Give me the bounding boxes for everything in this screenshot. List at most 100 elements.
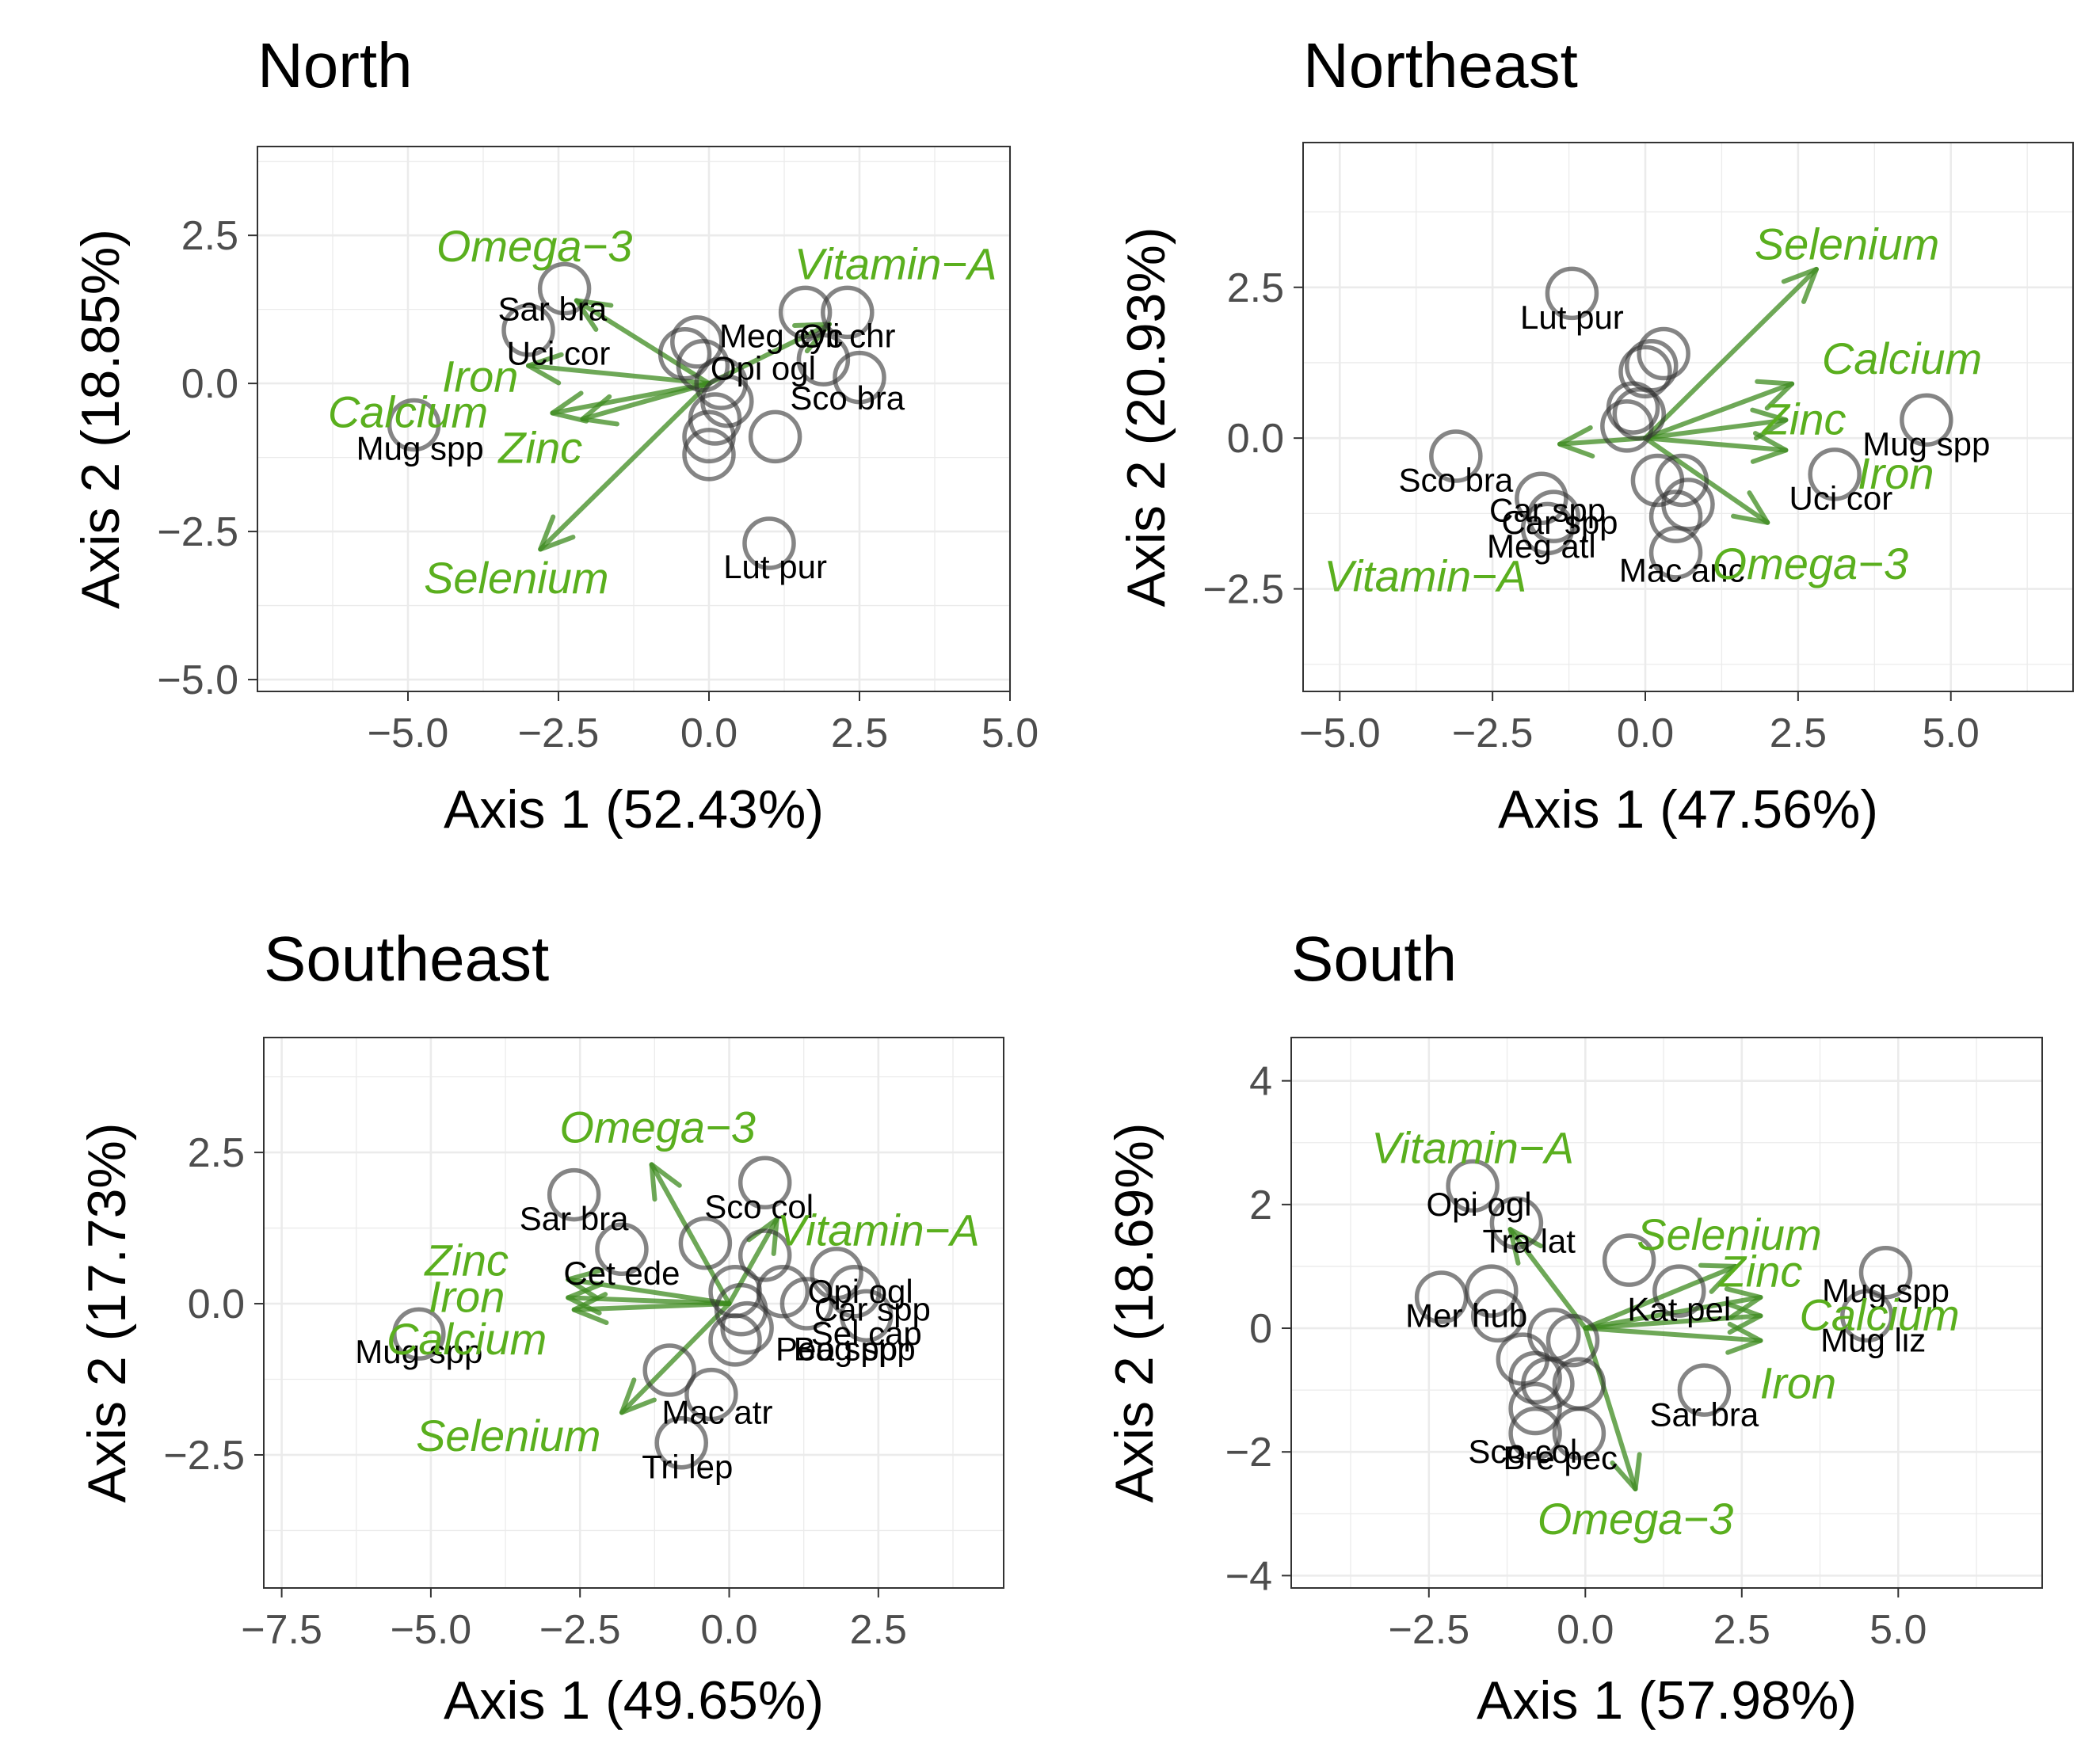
x-axis-title: Axis 1 (47.56%) [1498,779,1878,840]
variable-label: Vitamin−A [795,239,997,289]
data-point [1612,386,1667,441]
x-tick-label: 0.0 [1557,1607,1614,1653]
arrow-head [619,1377,657,1415]
arrow-shaft [1583,1326,1763,1343]
data-point [678,1216,733,1270]
variable-label: Zinc [1761,394,1847,444]
data-point [1900,393,1953,447]
data-point [1602,1233,1656,1287]
arrow-shaft [707,322,832,386]
variable-label: Selenium [416,1411,600,1460]
x-tick-label: 5.0 [1869,1607,1927,1653]
arrow-shaft [649,1162,732,1307]
data-point [1655,453,1709,508]
y-axis-title: Axis 2 (17.73%) [77,1123,137,1503]
y-axis-title: Axis 2 (20.93%) [1116,227,1176,607]
data-point [537,261,592,316]
variable-label: Iron [429,1271,505,1321]
point-label: Car spp [814,1291,931,1328]
x-tick-label: −2.5 [1388,1607,1469,1653]
data-point [708,1313,762,1367]
variable-label: Calcium [328,387,488,437]
data-point [778,285,833,340]
x-tick-label: 0.0 [700,1607,757,1653]
point-label: Sar bra [498,291,608,328]
data-point [387,398,441,452]
variable-label: Zinc [423,1236,509,1285]
loading-arrows [1557,266,1819,525]
data-point [1470,1289,1525,1343]
x-tick-label: −2.5 [1452,710,1534,756]
data-point [756,1265,810,1319]
arrow-shaft [566,1277,732,1307]
panel-title: Northeast [1303,30,1578,101]
arrow-head [1725,1321,1763,1355]
data-point [595,1222,649,1277]
point-label: Sar bra [1650,1396,1759,1433]
point-label: Mac anc [1619,552,1745,589]
point-label: Mug liz [1820,1322,1926,1359]
point-label: Oli chr [799,317,895,354]
arrow-head [571,1292,609,1326]
arrow-shaft [526,363,711,386]
x-tick-label: −2.5 [518,710,600,756]
point-label: Mug spp [356,429,484,466]
panel-border [263,1037,1004,1589]
x-tick-label: 2.5 [850,1607,907,1653]
x-tick-label: 5.0 [981,710,1039,756]
data-point [392,1307,446,1361]
y-tick-label: 2.5 [1227,265,1284,311]
x-tick-label: 2.5 [1770,710,1827,756]
arrow-head [1755,379,1795,411]
panel-title: Southeast [264,923,549,994]
y-tick-label: 0.0 [181,361,238,407]
arrow-head [580,394,619,427]
data-point [1508,1407,1562,1460]
variable-label: Calcium [1799,1289,1959,1339]
point-label: Sco bra [790,379,905,417]
point-label: Car spp [1489,492,1606,529]
grid [1291,1038,2042,1588]
variable-label: Iron [1760,1358,1837,1407]
variable-label: Selenium [1755,219,1939,268]
point-label: Sco bra [1398,461,1513,498]
arrow-shaft [1583,1313,1763,1331]
x-tick-label: 0.0 [680,710,737,756]
data-point [670,315,724,369]
variable-label: Omega−3 [436,221,633,271]
point-label: Mug spp [1862,425,1990,463]
variable-label: Omega−3 [1538,1494,1734,1544]
y-tick-label: 0.0 [188,1281,245,1327]
point-label: Car spp [1501,504,1618,541]
arrow-shaft [1643,381,1795,441]
point-label: Opi ogl [808,1273,913,1310]
data-point [1508,1350,1562,1405]
variable-label: Vitamin−A [1371,1123,1574,1173]
point-label: Mug spp [355,1333,482,1370]
arrow-head [1781,266,1819,304]
y-axis-title: Axis 2 (18.69%) [1104,1123,1164,1503]
data-point [1637,326,1690,381]
y-tick-label: −2.5 [163,1433,245,1479]
arrow-shaft [1583,1263,1738,1331]
point-label: Uci cor [1789,479,1893,516]
arrow-head [1610,1452,1642,1492]
point-label: Meg cyc [719,317,843,354]
point-label: Sel cap [811,1315,922,1352]
variable-label: Omega−3 [1713,539,1909,588]
panel-border [257,146,1011,692]
x-tick-label: −5.0 [368,710,449,756]
point-label: Sar bra [520,1200,629,1237]
variable-label: Iron [442,352,519,402]
data-point [657,326,712,381]
variable-label: Calcium [387,1314,547,1364]
y-tick-label: 2 [1249,1182,1272,1228]
y-tick-label: 2.5 [181,213,238,259]
x-tick-label: 0.0 [1617,710,1674,756]
loading-arrows [566,1162,779,1415]
